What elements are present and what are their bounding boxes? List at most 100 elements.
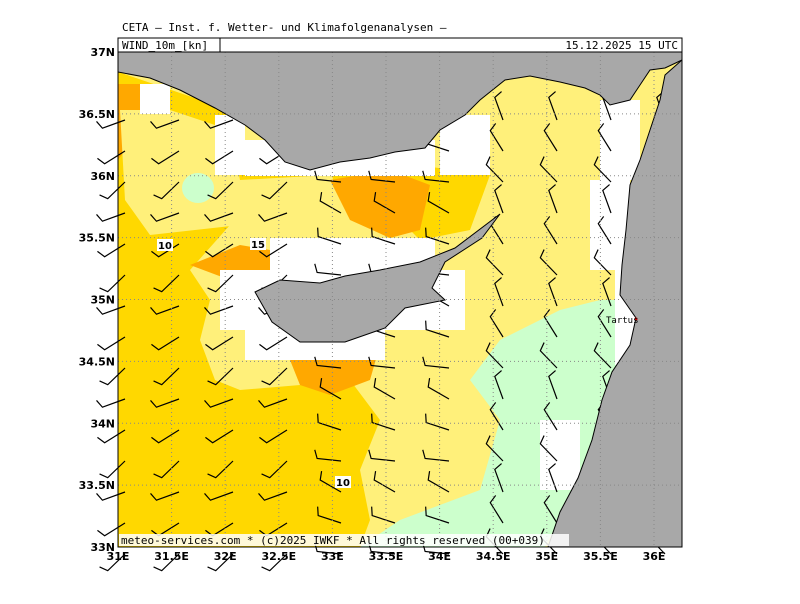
wind-barb: [259, 243, 288, 258]
wind-barb: [373, 192, 396, 214]
contour-label: 15: [251, 240, 265, 251]
wind-barb: [261, 367, 288, 386]
lat-label: 37N: [90, 46, 115, 59]
wind-barb: [150, 398, 180, 408]
lon-label: 33E: [321, 550, 344, 563]
wind-barb: [602, 184, 612, 214]
wind-barb: [319, 192, 342, 214]
wind-barb: [317, 506, 342, 524]
wind-barb: [261, 460, 288, 479]
lon-label: 32E: [214, 550, 237, 563]
city-dot: [634, 317, 638, 321]
wind-barb: [99, 553, 126, 572]
wind-barb: [543, 123, 558, 152]
lon-label: 35.5E: [583, 550, 618, 563]
wind-barb: [205, 336, 234, 351]
wind-barb: [593, 342, 612, 369]
wind-barb: [489, 309, 504, 338]
lat-label: 34N: [90, 417, 115, 430]
lon-label: 35E: [535, 550, 558, 563]
wind-barb: [543, 309, 558, 338]
wind-barb: [597, 123, 612, 152]
wind-barb: [593, 249, 612, 276]
header-source: CETA – Inst. f. Wetter- und Klimafolgena…: [122, 21, 447, 34]
wind-barb: [494, 184, 504, 214]
contour-labels: 10 15 10: [157, 238, 351, 489]
wind-barb: [368, 356, 396, 369]
wind-barb: [427, 192, 450, 214]
lon-label: 33.5E: [369, 550, 404, 563]
wind-barb: [314, 263, 342, 276]
wind-barb: [543, 402, 558, 431]
wind-barb: [425, 506, 450, 524]
field-name: WIND_10m_[kn]: [122, 39, 208, 52]
wind-barb: [548, 370, 558, 400]
wind-barb: [373, 471, 396, 493]
wind-barb: [204, 491, 234, 501]
wind-barb: [153, 274, 180, 293]
wind-barb: [371, 506, 396, 524]
wind-barb: [425, 413, 450, 431]
lat-label: 33N: [90, 541, 115, 554]
wind-barb: [96, 119, 126, 129]
field-box: [117, 37, 221, 53]
wind-barb: [317, 227, 342, 245]
wind-barb: [207, 181, 234, 200]
wind-barb: [99, 367, 126, 386]
lat-label: 36.5N: [79, 108, 115, 121]
wind-barb: [153, 460, 180, 479]
wind-barb: [99, 460, 126, 479]
wind-barb: [96, 398, 126, 408]
wind-barb: [485, 156, 504, 183]
lat-label: 35N: [90, 294, 115, 307]
wind-barb: [319, 471, 342, 493]
wind-barb: [539, 156, 558, 183]
wind-barb: [485, 249, 504, 276]
wind-barb: [425, 227, 450, 245]
wind-barb: [205, 429, 234, 444]
wind-barb: [259, 429, 288, 444]
wind-barb: [96, 491, 126, 501]
contour-label-bg: [335, 476, 351, 488]
wind-barb: [319, 378, 342, 400]
lon-label: 32.5E: [261, 550, 296, 563]
wind-barb: [207, 553, 234, 572]
footer-bg: [119, 534, 569, 546]
wind-barb: [539, 249, 558, 276]
wind-barb: [371, 227, 396, 245]
contour-label: 10: [158, 241, 172, 252]
wind-barb: [422, 356, 450, 369]
wind-barb: [99, 274, 126, 293]
wind-barb: [317, 413, 342, 431]
wind-barb: [259, 336, 288, 351]
lon-label: 31.5E: [154, 550, 189, 563]
lon-label: 34.5E: [476, 550, 511, 563]
lon-label: 31E: [107, 550, 130, 563]
wind-barb: [489, 495, 504, 524]
wind-barb: [314, 356, 342, 369]
wind-barb: [261, 181, 288, 200]
footer: meteo-services.com * (c)2025 IWKF * All …: [121, 534, 545, 547]
wind-barb: [494, 91, 504, 121]
wind-barb: [314, 170, 342, 183]
lat-label: 36N: [90, 170, 115, 183]
wind-barb: [258, 398, 288, 408]
wind-barb: [593, 156, 612, 183]
wind-barb: [543, 216, 558, 245]
wind-barb: [543, 495, 558, 524]
wind-barb: [373, 378, 396, 400]
wind-barb: [207, 274, 234, 293]
wind-barb: [204, 398, 234, 408]
contour-label-bg: [157, 239, 173, 251]
wind-barb: [207, 460, 234, 479]
wind-barb: [485, 435, 504, 462]
wind-barb: [314, 449, 342, 462]
wind-barb: [205, 243, 234, 258]
wind-barb: [368, 449, 396, 462]
wind-barb: [602, 277, 612, 307]
graticule: [118, 52, 682, 547]
wind-barb: [207, 367, 234, 386]
wind-barb: [427, 378, 450, 400]
